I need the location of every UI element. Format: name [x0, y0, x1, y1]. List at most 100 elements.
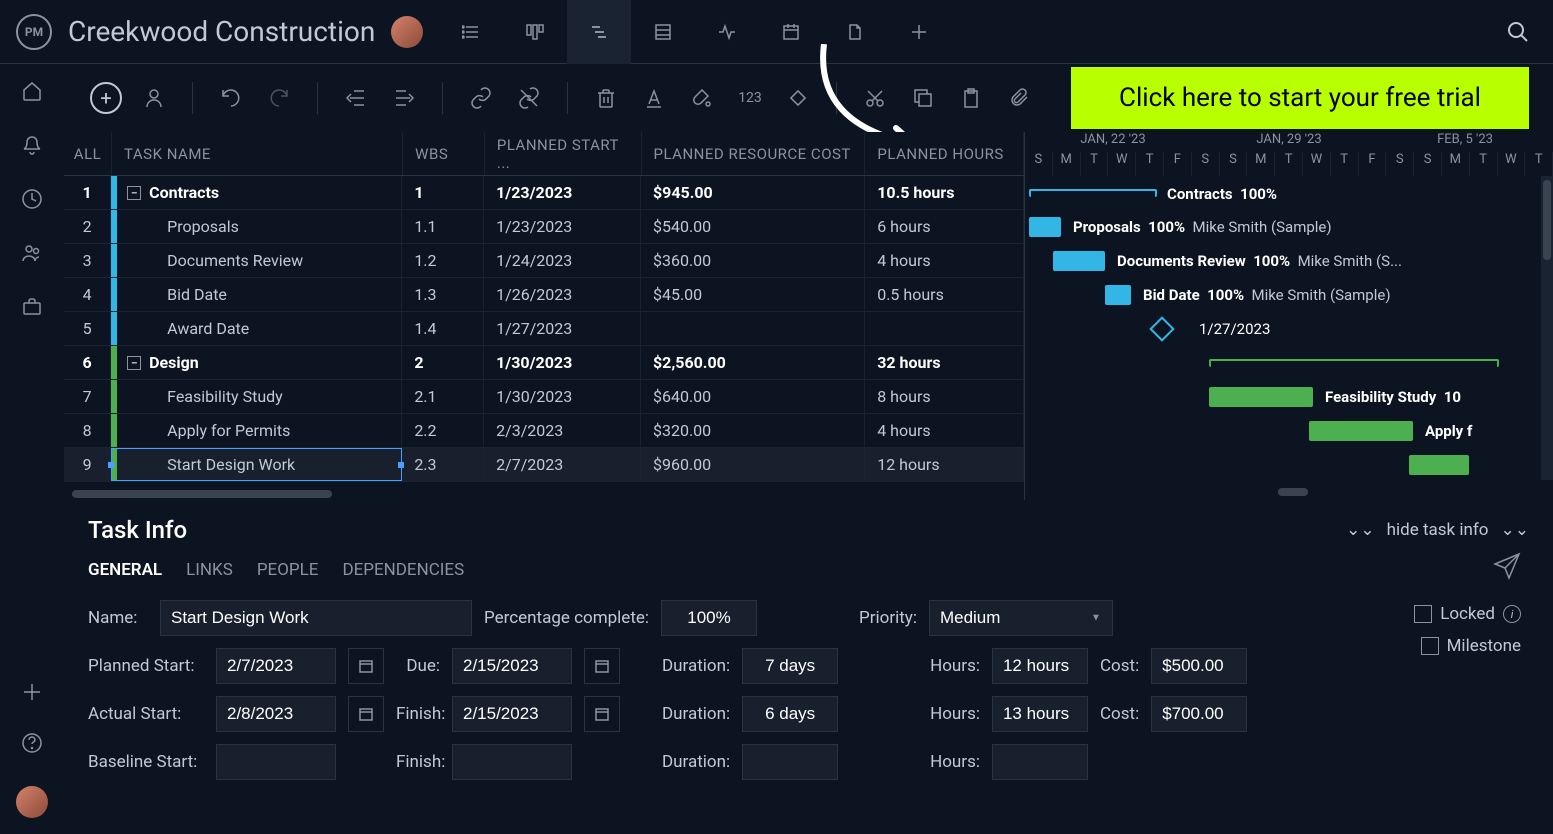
- task-name-cell[interactable]: Proposals: [111, 210, 402, 243]
- view-tab-board[interactable]: [503, 0, 567, 64]
- col-header-hours[interactable]: PLANNED HOURS: [865, 132, 1024, 175]
- task-name-cell[interactable]: Start Design Work: [111, 448, 402, 481]
- hours-input[interactable]: [992, 648, 1088, 684]
- tab-people[interactable]: PEOPLE: [257, 560, 319, 580]
- duration2-input[interactable]: [742, 696, 838, 732]
- duration-input[interactable]: [742, 648, 838, 684]
- duration3-input[interactable]: [742, 744, 838, 780]
- view-tab-list[interactable]: [439, 0, 503, 64]
- table-row[interactable]: 4Bid Date1.31/26/2023$45.000.5 hours: [64, 278, 1024, 312]
- expand-toggle[interactable]: −: [127, 186, 141, 200]
- time-icon[interactable]: [21, 188, 43, 210]
- pct-input[interactable]: [661, 600, 757, 636]
- view-tab-add[interactable]: [887, 0, 951, 64]
- portfolio-icon[interactable]: [21, 296, 43, 318]
- number-button[interactable]: 123: [732, 80, 768, 116]
- task-name-cell[interactable]: Apply for Permits: [111, 414, 402, 447]
- table-row[interactable]: 3Documents Review1.21/24/2023$360.004 ho…: [64, 244, 1024, 278]
- gantt-bar[interactable]: [1209, 359, 1499, 367]
- view-tab-calendar[interactable]: [759, 0, 823, 64]
- delete-button[interactable]: [588, 80, 624, 116]
- priority-select[interactable]: [929, 600, 1113, 636]
- send-icon[interactable]: [1493, 552, 1521, 580]
- task-name-cell[interactable]: Award Date: [111, 312, 402, 345]
- table-row[interactable]: 1−Contracts11/23/2023$945.0010.5 hours: [64, 176, 1024, 210]
- project-avatar[interactable]: [391, 16, 423, 48]
- undo-button[interactable]: [213, 80, 249, 116]
- table-row[interactable]: 5Award Date1.41/27/2023: [64, 312, 1024, 346]
- table-hscroll[interactable]: [64, 488, 1024, 500]
- col-header-all[interactable]: ALL: [64, 132, 112, 175]
- gantt-bar[interactable]: Apply f: [1309, 421, 1413, 441]
- finish2-input[interactable]: [452, 744, 572, 780]
- table-row[interactable]: 7Feasibility Study2.11/30/2023$640.008 h…: [64, 380, 1024, 414]
- tab-dependencies[interactable]: DEPENDENCIES: [342, 560, 464, 580]
- task-name-cell[interactable]: Documents Review: [111, 244, 402, 277]
- add-icon[interactable]: [24, 684, 40, 700]
- view-tab-gantt[interactable]: [567, 0, 631, 64]
- gantt-bar[interactable]: Contracts 100%: [1029, 189, 1157, 197]
- gantt-vscroll[interactable]: [1541, 176, 1553, 480]
- home-icon[interactable]: [21, 80, 43, 102]
- locked-checkbox-row[interactable]: Lockedi: [1414, 604, 1521, 624]
- task-name-cell[interactable]: Bid Date: [111, 278, 402, 311]
- col-header-cost[interactable]: PLANNED RESOURCE COST: [642, 132, 866, 175]
- cost-input[interactable]: [1151, 648, 1247, 684]
- checkbox[interactable]: [1414, 605, 1432, 623]
- due-input[interactable]: [452, 648, 572, 684]
- view-tab-sheet[interactable]: [631, 0, 695, 64]
- tab-general[interactable]: GENERAL: [88, 560, 162, 580]
- gantt-hscroll[interactable]: [1025, 484, 1553, 500]
- planned-start-input[interactable]: [216, 648, 336, 684]
- gantt-bar[interactable]: Bid Date 100% Mike Smith (Sample): [1105, 285, 1131, 305]
- unlink-button[interactable]: [511, 80, 547, 116]
- checkbox[interactable]: [1421, 637, 1439, 655]
- tab-links[interactable]: LINKS: [186, 560, 233, 580]
- task-name-cell[interactable]: −Design: [111, 346, 402, 379]
- expand-toggle[interactable]: −: [127, 356, 141, 370]
- col-header-name[interactable]: TASK NAME: [112, 132, 403, 175]
- calendar-icon[interactable]: [584, 696, 620, 732]
- table-row[interactable]: 6−Design21/30/2023$2,560.0032 hours: [64, 346, 1024, 380]
- view-tab-files[interactable]: [823, 0, 887, 64]
- milestone-button[interactable]: [780, 80, 816, 116]
- app-logo[interactable]: PM: [16, 14, 52, 50]
- hide-task-info-button[interactable]: ⌄⌄ hide task info ⌄⌄: [1346, 520, 1529, 540]
- cta-banner[interactable]: Click here to start your free trial: [1071, 67, 1529, 129]
- gantt-bar[interactable]: [1409, 455, 1469, 475]
- copy-button[interactable]: [905, 80, 941, 116]
- col-header-start[interactable]: PLANNED START ...: [485, 132, 642, 175]
- hours2-input[interactable]: [992, 696, 1088, 732]
- task-name-cell[interactable]: Feasibility Study: [111, 380, 402, 413]
- attach-button[interactable]: [1001, 80, 1037, 116]
- calendar-icon[interactable]: [348, 696, 384, 732]
- calendar-icon[interactable]: [584, 648, 620, 684]
- finish-input[interactable]: [452, 696, 572, 732]
- info-icon[interactable]: i: [1503, 605, 1521, 623]
- cut-button[interactable]: [857, 80, 893, 116]
- baseline-start-input[interactable]: [216, 744, 336, 780]
- fill-color-button[interactable]: [684, 80, 720, 116]
- hours3-input[interactable]: [992, 744, 1088, 780]
- search-icon[interactable]: [1507, 21, 1529, 43]
- paste-button[interactable]: [953, 80, 989, 116]
- team-icon[interactable]: [21, 242, 43, 264]
- indent-button[interactable]: [386, 80, 422, 116]
- task-name-cell[interactable]: −Contracts: [111, 176, 402, 209]
- redo-button[interactable]: [261, 80, 297, 116]
- user-avatar[interactable]: [16, 786, 48, 818]
- notifications-icon[interactable]: [21, 134, 43, 156]
- outdent-button[interactable]: [338, 80, 374, 116]
- table-row[interactable]: 8Apply for Permits2.22/3/2023$320.004 ho…: [64, 414, 1024, 448]
- cost2-input[interactable]: [1151, 696, 1247, 732]
- text-color-button[interactable]: [636, 80, 672, 116]
- gantt-bar[interactable]: Feasibility Study 10: [1209, 387, 1313, 407]
- gantt-bar[interactable]: Proposals 100% Mike Smith (Sample): [1029, 217, 1061, 237]
- view-tab-activity[interactable]: [695, 0, 759, 64]
- table-row[interactable]: 2Proposals1.11/23/2023$540.006 hours: [64, 210, 1024, 244]
- table-row[interactable]: 9Start Design Work2.32/7/2023$960.0012 h…: [64, 448, 1024, 482]
- milestone-checkbox-row[interactable]: Milestone: [1421, 636, 1521, 656]
- actual-start-input[interactable]: [216, 696, 336, 732]
- task-name-input[interactable]: [160, 600, 472, 636]
- help-icon[interactable]: [21, 732, 43, 754]
